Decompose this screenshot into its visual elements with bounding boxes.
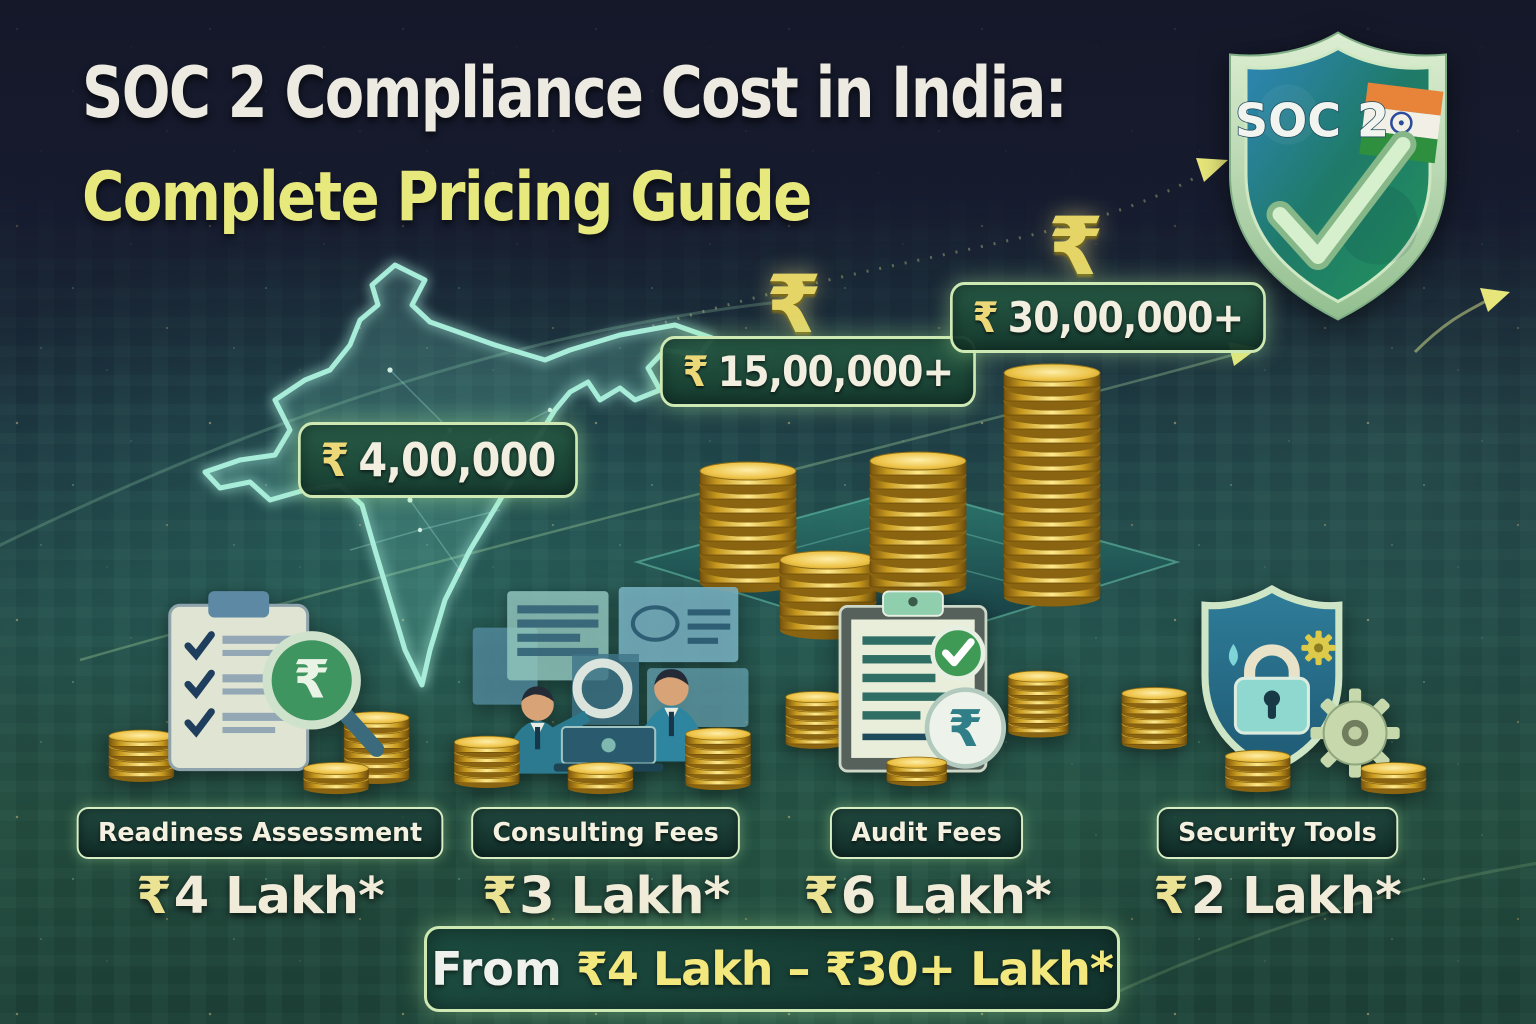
cost-label-readiness-assessment: Readiness Assessment bbox=[76, 807, 444, 859]
cost-price-consulting-fees: ₹3 Lakh* bbox=[481, 867, 731, 926]
shield-padlock-gears-icon bbox=[1121, 584, 1427, 795]
cost-label-consulting-fees: Consulting Fees bbox=[470, 807, 740, 859]
small-gear-icon bbox=[1301, 630, 1336, 666]
rupee-symbol: ₹ bbox=[682, 347, 709, 396]
price-badge-15-lakh: ₹15,00,000+ bbox=[660, 336, 976, 407]
cost-price-readiness-assessment: ₹4 Lakh* bbox=[136, 867, 385, 926]
shield-soc2-label: SOC 2 bbox=[1235, 94, 1389, 148]
total-cost-range-banner: From ₹4 Lakh – ₹30+ Lakh* bbox=[424, 926, 1120, 1012]
rupee-symbol: ₹ bbox=[481, 867, 517, 926]
rupee-symbol: ₹ bbox=[803, 867, 838, 926]
coin-stack-tallest bbox=[1003, 363, 1101, 607]
page-title: SOC 2 Compliance Cost in India: bbox=[82, 52, 1068, 134]
rupee-symbol: ₹ bbox=[1153, 867, 1188, 926]
rupee-symbol: ₹ bbox=[972, 293, 999, 342]
cost-card-audit-fees: ₹ Audit Fees ₹6 Lakh* bbox=[782, 583, 1072, 926]
rupee-symbol-icon: ₹ bbox=[1048, 200, 1104, 293]
rupee-symbol: ₹ bbox=[136, 867, 171, 926]
consultants-laptop-screens-icon bbox=[454, 587, 751, 795]
svg-text:₹: ₹ bbox=[948, 699, 983, 758]
cost-price-security-tools: ₹2 Lakh* bbox=[1153, 867, 1402, 926]
coin-stack-tall bbox=[869, 451, 967, 597]
rupee-coin-icon: ₹ bbox=[924, 687, 1007, 769]
cost-card-security-tools: Security Tools ₹2 Lakh* bbox=[1112, 583, 1442, 926]
cost-label-security-tools: Security Tools bbox=[1156, 807, 1398, 859]
up-arrow-icon bbox=[1480, 288, 1510, 312]
banner-range: ₹4 Lakh – ₹30+ Lakh* bbox=[575, 942, 1114, 996]
check-circle-icon bbox=[930, 625, 986, 681]
price-badge-4-lakh: ₹4,00,000 bbox=[298, 422, 578, 498]
rupee-symbol: ₹ bbox=[320, 433, 350, 487]
price-badge-30-lakh: ₹30,00,000+ bbox=[950, 282, 1266, 353]
svg-text:₹: ₹ bbox=[293, 650, 330, 711]
banner-prefix: From bbox=[431, 942, 562, 996]
cost-price-audit-fees: ₹6 Lakh* bbox=[803, 867, 1052, 926]
cost-card-consulting-fees: Consulting Fees ₹3 Lakh* bbox=[448, 583, 763, 926]
clipboard-checklist-magnifier-rupee-icon: ₹ bbox=[108, 591, 410, 795]
page-subtitle: Complete Pricing Guide bbox=[82, 158, 812, 237]
cost-card-readiness-assessment: ₹ Readiness Assessment ₹4 Lakh* bbox=[76, 583, 444, 926]
audit-report-check-rupee-coin-icon: ₹ bbox=[785, 590, 1069, 787]
cost-label-audit-fees: Audit Fees bbox=[830, 807, 1024, 859]
